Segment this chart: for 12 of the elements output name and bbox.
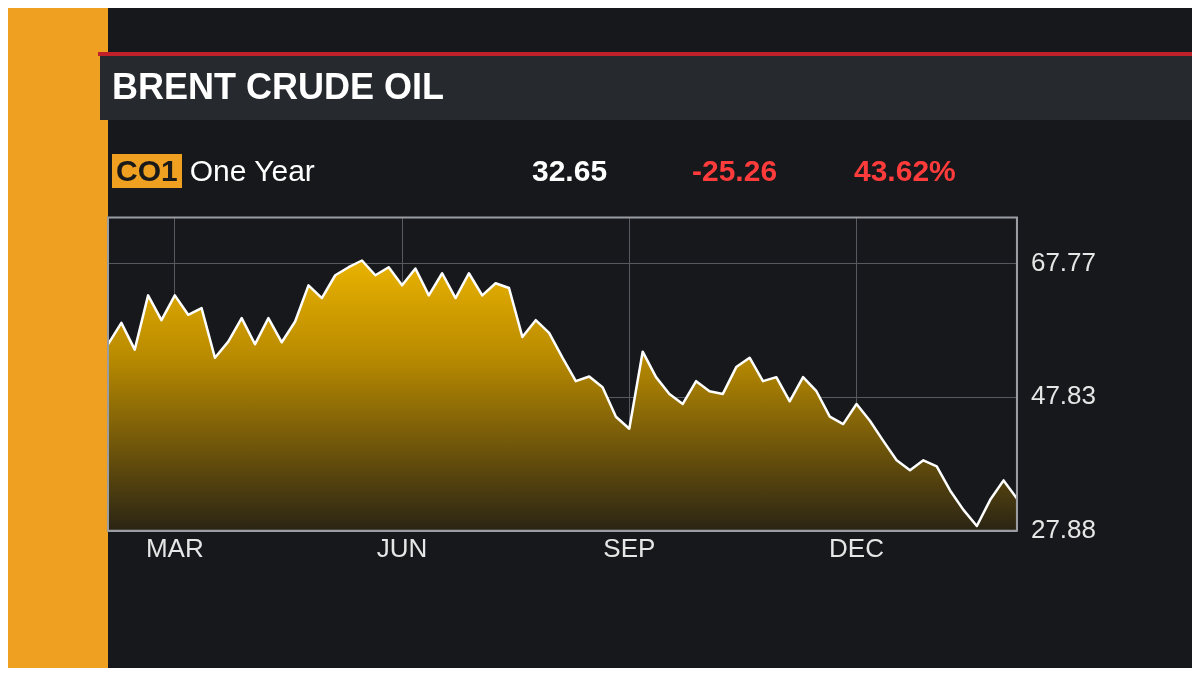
y-tick-label: 27.88 [1030,513,1097,544]
y-tick-label: 47.83 [1030,380,1097,411]
x-tick-label: MAR [145,532,204,563]
chart-title: BRENT CRUDE OIL [112,66,444,108]
text: 43.62% [854,154,956,188]
x-tick-label: DEC [829,532,884,563]
y-tick-label: 67.77 [1030,246,1097,277]
text: -25.26 [692,154,778,188]
chart-subtitle: CO1 One Year [115,154,315,188]
x-tick-label: SEP [603,532,656,563]
x-tick-label: JUN [376,532,428,563]
text: 32.65 [532,154,608,188]
